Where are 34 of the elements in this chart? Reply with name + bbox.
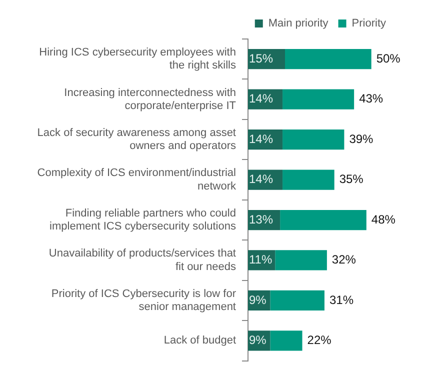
y-tick-label: Finding reliable partners who could implement ICS cybersecurity solutions [50,207,236,233]
y-tick-label: Priority of ICS Cybersecurity is low for senior management [51,288,236,314]
total-label: 50% [376,51,401,66]
total-label: 48% [371,212,396,226]
total-label: 35% [339,172,364,186]
data-label: 11% [249,252,272,267]
bar [282,130,344,150]
bar [282,89,354,110]
bar [275,250,327,270]
total-label: 39% [349,132,374,146]
data-label: 13% [249,212,274,226]
y-tick-label: Lack of budget [164,334,236,347]
total-label: 32% [332,252,356,267]
data-label: 14% [249,92,274,106]
data-label: 9% [249,333,267,347]
total-label: 22% [307,333,332,347]
y-tick-label: Unavailability of products/services that fit our needs [48,248,236,273]
bar [270,290,324,311]
total-label: 31% [329,292,354,307]
y-tick-label: Increasing interconnectedness with corporate/enterprise IT [64,86,236,112]
legend-label: Priority [352,18,386,30]
bar [270,330,302,351]
bar [280,210,366,230]
y-tick-label: Complexity of ICS environment/industrial network [37,167,236,192]
data-label: 14% [249,132,274,146]
y-tick-label: Lack of security awareness among asset owners and operators [37,126,236,152]
data-label: 15% [249,51,274,66]
data-label: 14% [249,172,274,186]
bar [282,170,334,190]
y-tick-label: Hiring ICS cybersecurity employees with the right skills [39,46,236,72]
data-label: 9% [249,292,267,307]
legend-label: Main priority [268,18,329,30]
bar [285,49,372,70]
total-label: 43% [359,92,384,106]
